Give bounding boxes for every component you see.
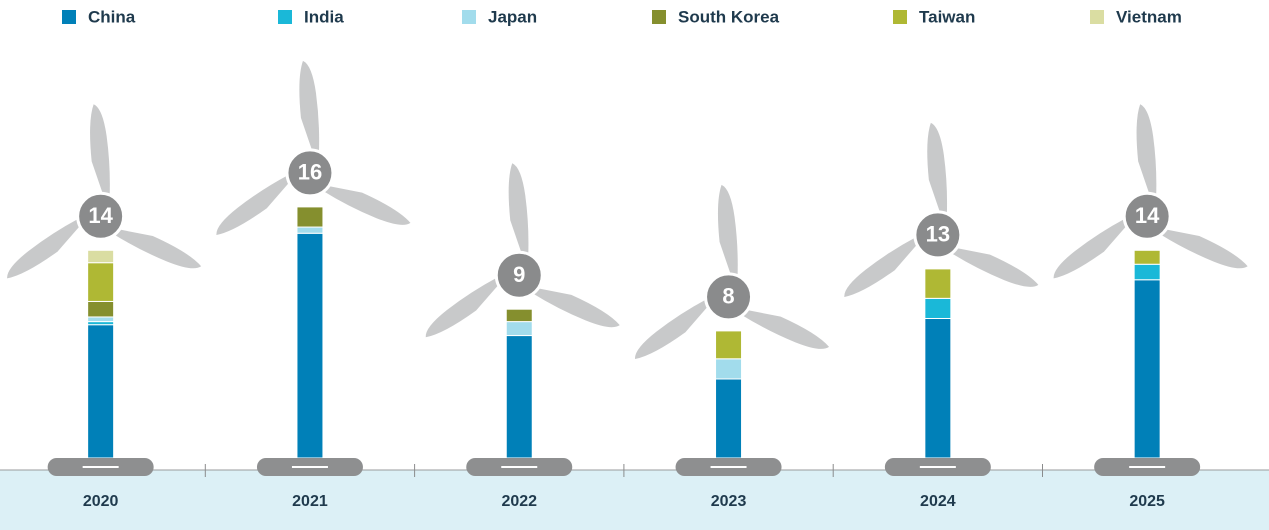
- total-label: 9: [513, 262, 525, 287]
- bar-segment: [505, 335, 533, 459]
- hub: [494, 250, 544, 300]
- legend-swatch: [462, 10, 476, 24]
- blade: [635, 299, 710, 359]
- blade: [7, 218, 82, 279]
- hub: [76, 191, 126, 241]
- blade: [90, 104, 110, 197]
- bar-segment: [1133, 279, 1161, 459]
- total-label: 14: [1135, 203, 1160, 228]
- x-tick-label: 2023: [711, 493, 747, 510]
- blade: [844, 237, 920, 297]
- blade: [950, 247, 1039, 287]
- total-label: 13: [926, 222, 950, 247]
- legend-swatch: [652, 10, 666, 24]
- blade: [717, 184, 738, 277]
- bar-segment: [505, 308, 533, 323]
- bar-segment: [1133, 249, 1161, 265]
- bar-segment: [924, 268, 952, 299]
- blade: [927, 122, 948, 215]
- x-tick-label: 2022: [501, 493, 537, 510]
- bar-segment: [296, 206, 324, 228]
- legend-label: South Korea: [678, 7, 780, 26]
- bar-segment: [87, 324, 115, 459]
- bar-segment: [296, 226, 324, 234]
- legend-swatch: [1090, 10, 1104, 24]
- legend-label: Taiwan: [919, 7, 975, 26]
- bar-segment: [505, 321, 533, 337]
- blade: [425, 277, 501, 338]
- bar-segment: [715, 330, 743, 360]
- x-tick-label: 2025: [1129, 493, 1165, 510]
- blade: [508, 163, 529, 256]
- rotor: 16: [216, 60, 411, 235]
- blade: [741, 309, 830, 349]
- blade: [216, 175, 292, 235]
- bar-segment: [87, 300, 115, 318]
- hub: [913, 210, 963, 260]
- rotor: 9: [425, 163, 620, 338]
- blade: [1136, 104, 1157, 197]
- rotor: 8: [635, 184, 830, 359]
- hub: [704, 272, 754, 322]
- bar-segment: [87, 262, 115, 302]
- bar-segment: [924, 297, 952, 320]
- bar-segment: [924, 318, 952, 459]
- legend-label: Vietnam: [1116, 7, 1182, 26]
- x-tick-label: 2021: [292, 493, 328, 510]
- bar-segment: [87, 249, 115, 264]
- rotor: 13: [844, 122, 1039, 297]
- blade: [532, 287, 620, 328]
- rotor: 14: [1053, 104, 1248, 279]
- blade: [322, 185, 411, 225]
- legend-label: India: [304, 7, 344, 26]
- bar-segment: [715, 358, 743, 380]
- axis-strip: [0, 470, 1269, 530]
- total-label: 14: [88, 203, 113, 228]
- blade: [113, 228, 202, 269]
- rotor: 14: [7, 104, 202, 279]
- bar-segment: [1133, 263, 1161, 281]
- bar-segment: [87, 316, 115, 323]
- hub: [285, 148, 335, 198]
- total-label: 16: [298, 160, 322, 185]
- legend-swatch: [62, 10, 76, 24]
- blade: [1053, 218, 1129, 279]
- blade: [299, 60, 320, 153]
- bar-segment: [715, 378, 743, 459]
- legend-label: Japan: [488, 7, 537, 26]
- legend-swatch: [893, 10, 907, 24]
- total-label: 8: [722, 284, 734, 309]
- legend-swatch: [278, 10, 292, 24]
- blade: [1159, 228, 1248, 269]
- x-tick-label: 2020: [83, 493, 119, 510]
- x-tick-label: 2024: [920, 493, 956, 510]
- hub: [1122, 191, 1172, 241]
- legend-label: China: [88, 7, 136, 26]
- bar-segment: [296, 232, 324, 459]
